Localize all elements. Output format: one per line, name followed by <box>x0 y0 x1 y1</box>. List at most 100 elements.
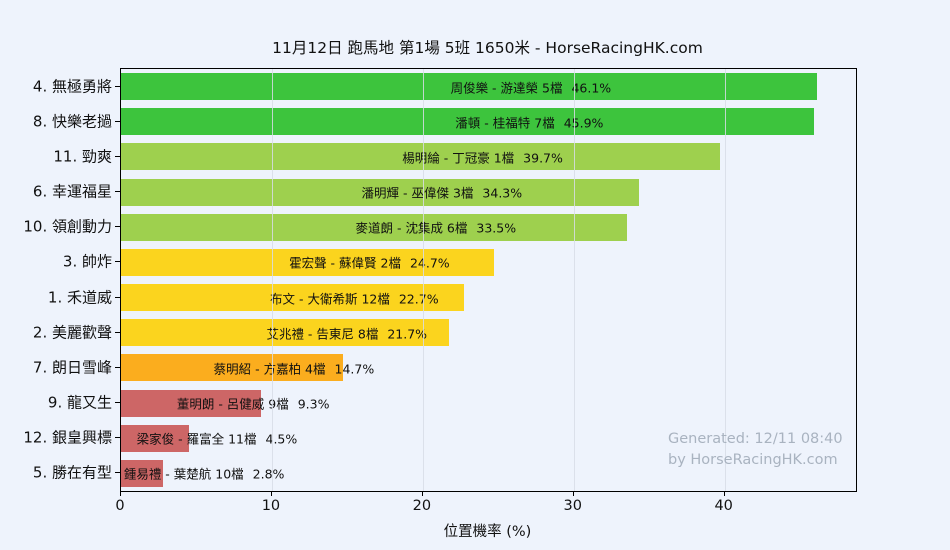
y-tick <box>115 366 120 368</box>
bar-annotation: 鍾易禮 - 葉楚航 10檔 2.8% <box>124 464 285 483</box>
bar-row: 潘明輝 - 巫偉傑 3檔 34.3% <box>121 175 856 210</box>
probability-value: 39.7% <box>523 150 563 166</box>
jockey-trainer-gate-label: 麥道朗 - 沈集成 6檔 <box>355 220 468 236</box>
probability-value: 2.8% <box>252 466 285 482</box>
chart-title: 11月12日 跑馬地 第1場 5班 1650米 - HorseRacingHK.… <box>272 39 703 57</box>
watermark-line-2: by HorseRacingHK.com <box>668 452 838 468</box>
bar-annotation: 楊明綸 - 丁冠豪 1檔 39.7% <box>402 147 563 166</box>
probability-bar <box>121 459 164 487</box>
bar-annotation: 梁家俊 - 羅富全 11檔 4.5% <box>137 429 298 448</box>
y-axis-label: 9. 龍又生 <box>47 393 112 412</box>
y-axis-label: 1. 禾道威 <box>47 288 112 307</box>
bar-annotation: 霍宏聲 - 蘇偉賢 2檔 24.7% <box>289 253 450 272</box>
y-tick <box>115 120 120 122</box>
bar-row: 霍宏聲 - 蘇偉賢 2檔 24.7% <box>121 245 856 280</box>
probability-bar <box>121 424 189 452</box>
probability-value: 21.7% <box>387 326 428 342</box>
x-axis-title: 位置機率 (%) <box>443 524 532 540</box>
bar-row: 周俊樂 - 游達榮 5檔 46.1% <box>121 69 856 104</box>
y-tick <box>115 261 120 263</box>
y-tick <box>115 191 120 193</box>
grid-line <box>422 69 424 491</box>
bar-annotation: 潘頓 - 桂福特 7檔 45.9% <box>455 112 603 131</box>
jockey-trainer-gate-label: 董明朗 - 呂健威 9檔 <box>176 396 289 412</box>
x-tick <box>572 491 574 496</box>
bar-row: 鍾易禮 - 葉楚航 10檔 2.8% <box>121 456 856 491</box>
bar-annotation: 蔡明紹 - 方嘉柏 4檔 14.7% <box>214 358 375 377</box>
jockey-trainer-gate-label: 潘頓 - 桂福特 7檔 <box>455 115 555 131</box>
probability-value: 4.5% <box>265 431 298 447</box>
probability-value: 22.7% <box>398 291 439 307</box>
probability-bar <box>121 389 262 417</box>
x-tick <box>120 491 121 496</box>
probability-value: 34.3% <box>482 185 523 201</box>
y-axis-label: 10. 領創動力 <box>23 217 112 236</box>
grid-line <box>271 69 273 491</box>
probability-bar <box>121 108 814 136</box>
x-tick <box>723 491 725 496</box>
x-tick-label: 10 <box>261 498 281 514</box>
x-tick <box>421 491 423 496</box>
probability-value: 14.7% <box>334 361 375 377</box>
x-tick-label: 30 <box>563 498 582 514</box>
bar-annotation: 布文 - 大衛希斯 12檔 22.7% <box>270 288 439 307</box>
y-axis-label: 7. 朗日雪峰 <box>32 358 112 377</box>
x-tick <box>270 491 272 496</box>
jockey-trainer-gate-label: 楊明綸 - 丁冠豪 1檔 <box>402 150 515 166</box>
probability-bar <box>121 213 627 241</box>
y-tick <box>115 226 120 228</box>
probability-bar <box>121 248 494 276</box>
bar-row: 楊明綸 - 丁冠豪 1檔 39.7% <box>121 139 856 174</box>
jockey-trainer-gate-label: 周俊樂 - 游達榮 5檔 <box>450 80 563 96</box>
bar-annotation: 潘明輝 - 巫偉傑 3檔 34.3% <box>362 183 523 202</box>
bar-row: 麥道朗 - 沈集成 6檔 33.5% <box>121 210 856 245</box>
jockey-trainer-gate-label: 霍宏聲 - 蘇偉賢 2檔 <box>289 255 401 271</box>
probability-bar <box>121 284 464 311</box>
probability-value: 33.5% <box>476 220 517 236</box>
watermark-line-1: Generated: 12/11 08:40 <box>668 431 843 447</box>
probability-bar <box>121 319 449 347</box>
x-tick-label: 20 <box>412 498 432 514</box>
y-axis-label: 12. 銀皇興標 <box>23 428 112 447</box>
probability-bar <box>121 143 721 171</box>
y-tick <box>115 296 120 298</box>
bar-annotation: 董明朗 - 呂健威 9檔 9.3% <box>177 394 330 413</box>
y-axis-label: 3. 帥炸 <box>62 252 112 271</box>
bar-row: 蔡明紹 - 方嘉柏 4檔 14.7% <box>121 350 856 385</box>
jockey-trainer-gate-label: 潘明輝 - 巫偉傑 3檔 <box>361 185 474 201</box>
bar-row: 董明朗 - 呂健威 9檔 9.3% <box>121 386 856 421</box>
bar-annotation: 周俊樂 - 游達榮 5檔 46.1% <box>451 77 612 96</box>
y-axis-label: 6. 幸運福星 <box>32 182 112 201</box>
watermark: Generated: 12/11 08:40 by HorseRacingHK.… <box>668 429 843 471</box>
y-tick <box>115 472 120 474</box>
y-tick <box>115 155 120 157</box>
bar-row: 梁家俊 - 羅富全 11檔 4.5% <box>121 421 856 456</box>
y-axis-label: 4. 無極勇將 <box>32 77 112 96</box>
bar-annotation: 艾兆禮 - 告東尼 8檔 21.7% <box>266 323 427 342</box>
probability-value: 9.3% <box>297 396 330 412</box>
bar-row: 潘頓 - 桂福特 7檔 45.9% <box>121 104 856 139</box>
grid-line <box>724 69 726 491</box>
y-axis-label: 8. 快樂老撾 <box>32 112 112 131</box>
probability-value: 24.7% <box>409 255 450 271</box>
bar-row: 布文 - 大衛希斯 12檔 22.7% <box>121 280 856 315</box>
probability-value: 46.1% <box>571 80 612 96</box>
plot-area: 周俊樂 - 游達榮 5檔 46.1% 潘頓 - 桂福特 7檔 45.9% 楊明綸 - 丁… <box>120 68 857 492</box>
jockey-trainer-gate-label: 艾兆禮 - 告東尼 8檔 <box>266 326 379 342</box>
probability-bar <box>121 178 639 206</box>
y-axis-label: 5. 勝在有型 <box>32 463 112 482</box>
jockey-trainer-gate-label: 蔡明紹 - 方嘉柏 4檔 <box>213 361 326 377</box>
x-tick-label: 0 <box>115 498 125 514</box>
y-axis-label: 11. 勁爽 <box>53 147 112 166</box>
bar-row: 艾兆禮 - 告東尼 8檔 21.7% <box>121 315 856 350</box>
y-tick <box>115 85 120 87</box>
jockey-trainer-gate-label: 鍾易禮 - 葉楚航 10檔 <box>123 466 244 482</box>
y-axis-label: 2. 美麗歡聲 <box>32 323 112 342</box>
probability-bar <box>121 354 343 382</box>
probability-value: 45.9% <box>563 115 604 131</box>
jockey-trainer-gate-label: 布文 - 大衛希斯 12檔 <box>270 291 390 307</box>
grid-line <box>573 69 575 491</box>
jockey-trainer-gate-label: 梁家俊 - 羅富全 11檔 <box>136 431 257 447</box>
y-tick <box>115 331 120 333</box>
